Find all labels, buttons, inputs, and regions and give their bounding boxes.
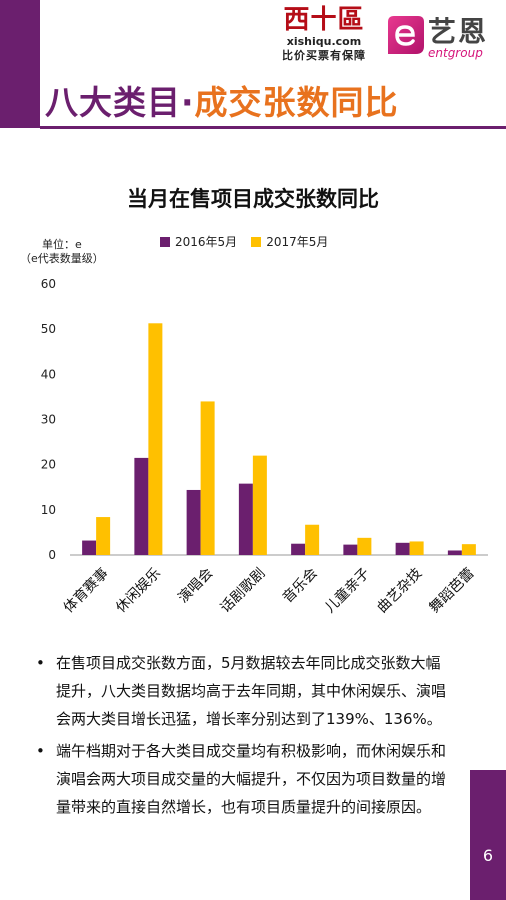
- bar: [96, 517, 111, 555]
- bullet-marker: •: [36, 654, 45, 672]
- x-tick-label: 话剧歌剧: [218, 565, 269, 616]
- bar: [461, 544, 476, 555]
- bar: [252, 455, 267, 555]
- left-accent-bar: [0, 0, 40, 128]
- bullet-item: • 在售项目成交张数方面，5月数据较去年同比成交张数大幅提升，八大类目数据均高于…: [36, 649, 448, 733]
- xishiqu-logo-slogan: 比价买票有保障: [282, 49, 366, 62]
- y-tick-label: 60: [41, 277, 56, 291]
- legend-swatch-2016: [160, 236, 170, 247]
- legend-label-2016: 2016年5月: [175, 235, 238, 249]
- y-tick-label: 40: [41, 367, 56, 381]
- bar: [238, 483, 253, 555]
- bullet-item: • 端午档期对于各大类目成交量均有积极影响，而休闲娱乐和演唱会两大项目成交量的大…: [36, 737, 448, 821]
- x-tick-label: 曲艺杂技: [374, 565, 425, 616]
- bar: [134, 457, 149, 555]
- bar: [357, 537, 372, 555]
- bar: [291, 543, 306, 555]
- unit-line-1: 单位：e: [42, 238, 82, 251]
- x-tick-label: 体育赛事: [61, 565, 112, 616]
- bar: [186, 489, 201, 555]
- legend-item-2016: 2016年5月: [160, 233, 237, 250]
- legend-label-2017: 2017年5月: [266, 235, 329, 249]
- x-tick-label: 儿童亲子: [321, 565, 373, 617]
- y-tick-label: 30: [41, 413, 56, 427]
- xishiqu-logo-domain: xishiqu.com: [286, 35, 362, 48]
- x-tick-label: 音乐会: [279, 565, 321, 607]
- bar: [200, 401, 215, 555]
- bullet-list: • 在售项目成交张数方面，5月数据较去年同比成交张数大幅提升，八大类目数据均高于…: [36, 649, 448, 825]
- entgroup-badge-icon: [388, 16, 424, 54]
- y-tick-label: 50: [41, 322, 56, 336]
- y-tick-label: 0: [48, 548, 56, 562]
- entgroup-logo-name: 艺恩: [428, 15, 489, 48]
- bar: [148, 323, 163, 555]
- y-tick-label: 10: [41, 503, 56, 517]
- chart-legend: 2016年5月 2017年5月: [160, 233, 328, 250]
- page-title-part2: 成交张数同比: [194, 83, 399, 122]
- x-tick-label: 舞蹈芭蕾: [426, 565, 478, 617]
- page-title-part1: 八大类目·: [45, 83, 195, 122]
- bar: [395, 542, 410, 555]
- title-underline: [40, 126, 506, 129]
- entgroup-logo-sub: entgroup: [428, 46, 483, 60]
- bar: [409, 541, 424, 555]
- bar: [82, 540, 97, 555]
- bar: [447, 550, 462, 555]
- bullet-marker: •: [36, 742, 45, 760]
- x-tick-label: 演唱会: [175, 565, 216, 606]
- bullet-text: 在售项目成交张数方面，5月数据较去年同比成交张数大幅提升，八大类目数据均高于去年…: [56, 654, 447, 728]
- xishiqu-logo-name: 西十區: [283, 5, 365, 35]
- bar: [305, 524, 320, 555]
- chart-title: 当月在售项目成交张数同比: [127, 187, 379, 211]
- legend-item-2017: 2017年5月: [251, 233, 328, 250]
- bar: [343, 544, 358, 555]
- page-number-bar: [470, 770, 506, 900]
- entgroup-logo: 艺恩 entgroup: [384, 8, 496, 64]
- chart-unit-label: 单位：e （e代表数量级）: [20, 238, 104, 266]
- bullet-text: 端午档期对于各大类目成交量均有积极影响，而休闲娱乐和演唱会两大项目成交量的大幅提…: [56, 742, 447, 816]
- legend-swatch-2017: [251, 236, 262, 247]
- x-tick-label: 休闲娱乐: [113, 565, 164, 616]
- bar-chart: 0 10 20 30 40 50 60 体育赛事 休闲娱乐 演唱会 话剧歌剧 音乐会 儿童亲子 曲艺杂技舞…: [41, 277, 488, 617]
- unit-line-2: （e代表数量级）: [20, 252, 104, 265]
- page-title: 八大类目·成交张数同比: [45, 80, 399, 126]
- page-number: 6: [482, 846, 494, 865]
- y-tick-label: 20: [41, 458, 56, 472]
- xishiqu-logo: 西十區 xishiqu.com 比价买票有保障: [276, 5, 372, 64]
